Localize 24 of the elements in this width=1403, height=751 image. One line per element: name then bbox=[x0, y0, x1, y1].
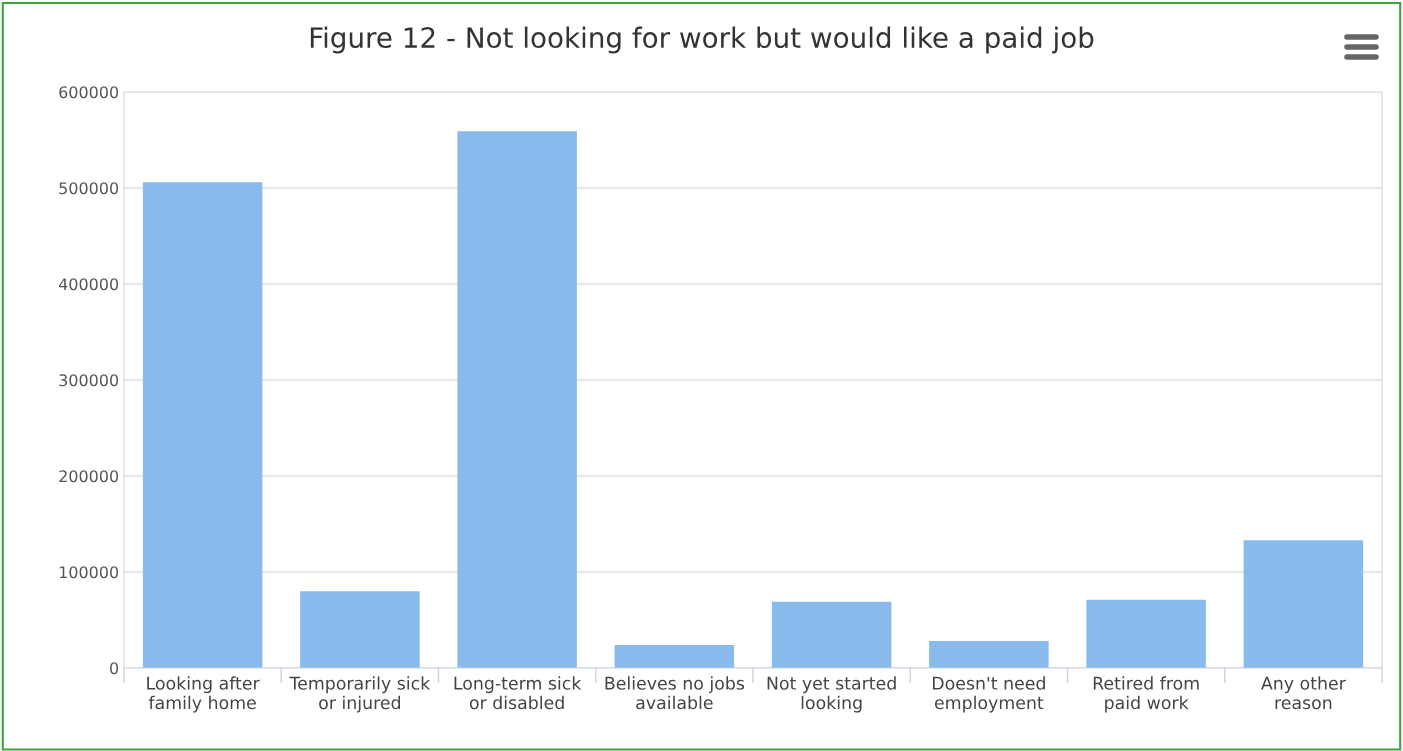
x-tick-label: Not yet started looking bbox=[767, 676, 896, 713]
bar bbox=[142, 182, 263, 668]
x-tick-label: Doesn't need employment bbox=[932, 676, 1045, 713]
x-tick-label: Retired from paid work bbox=[1093, 676, 1199, 713]
bar bbox=[457, 131, 577, 668]
y-tick-label: 600000 bbox=[59, 86, 119, 99]
bar bbox=[1086, 599, 1206, 668]
y-tick-label: 200000 bbox=[59, 470, 119, 483]
y-tick-label: 100000 bbox=[59, 566, 119, 579]
x-tick-label: Any other reason bbox=[1261, 676, 1346, 710]
bar bbox=[614, 644, 735, 668]
y-tick-label: 0 bbox=[110, 662, 119, 675]
bar bbox=[1243, 540, 1364, 668]
bar bbox=[771, 601, 892, 668]
y-tick-label: 400000 bbox=[58, 278, 119, 291]
bar bbox=[929, 641, 1049, 668]
x-tick-label: Long-term sick or disabled bbox=[454, 676, 582, 710]
x-tick-label: Looking after family home bbox=[147, 676, 260, 713]
y-tick-label: 500000 bbox=[59, 182, 119, 195]
chart-title: Figure 12 - Not looking for work but would like a paid job bbox=[310, 26, 1094, 54]
x-tick-label: Believes no jobs available bbox=[605, 676, 745, 710]
bar bbox=[300, 591, 420, 668]
y-tick-label: 300000 bbox=[59, 374, 119, 387]
x-tick-label: Temporarily sick or injured bbox=[289, 676, 431, 713]
